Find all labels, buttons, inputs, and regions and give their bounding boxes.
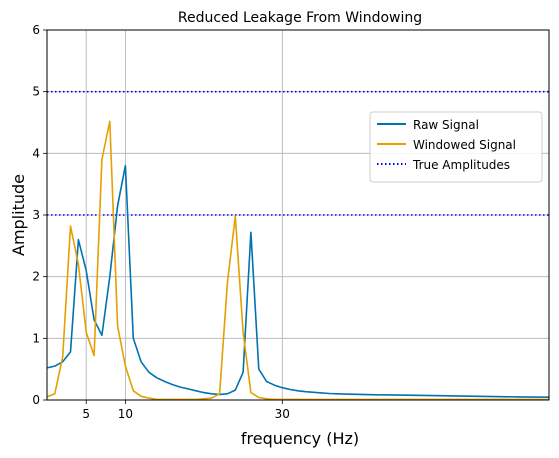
series-lines [46, 120, 550, 401]
x-tick-label: 30 [275, 407, 290, 421]
chart-title: Reduced Leakage From Windowing [178, 10, 422, 26]
y-tick-label: 3 [32, 208, 40, 222]
legend-label-true-amplitudes: True Amplitudes [412, 158, 510, 172]
legend-label-windowed-signal: Windowed Signal [413, 138, 516, 152]
x-axis-label: frequency (Hz) [241, 429, 359, 448]
y-tick-label: 1 [32, 331, 40, 345]
y-tick-label: 4 [32, 146, 40, 160]
y-tick-label: 0 [32, 393, 40, 407]
y-tick-label: 6 [32, 23, 40, 37]
legend-label-raw-signal: Raw Signal [413, 118, 479, 132]
y-ticks: 0 1 2 3 4 5 6 [32, 23, 47, 407]
y-tick-label: 5 [32, 85, 40, 99]
x-tick-label: 10 [118, 407, 133, 421]
y-axis-label: Amplitude [9, 174, 28, 256]
x-tick-label: 5 [82, 407, 90, 421]
series-line-0 [46, 164, 550, 398]
x-ticks: 5 10 30 [82, 400, 290, 421]
series-line-1 [46, 120, 549, 401]
y-tick-label: 2 [32, 270, 40, 284]
legend-box [369, 111, 543, 183]
grid [47, 29, 549, 401]
legend: Raw Signal Windowed Signal True Amplitud… [369, 111, 543, 183]
